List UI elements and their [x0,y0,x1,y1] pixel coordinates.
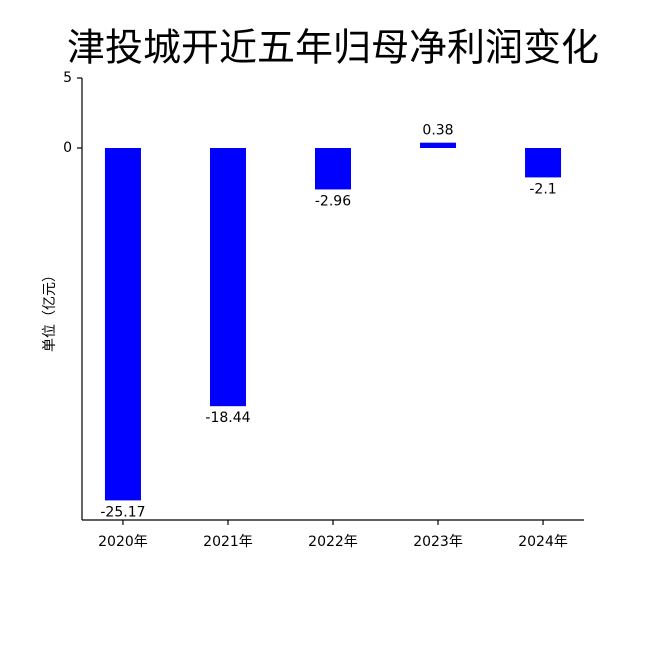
x-tick-label: 2024年 [518,534,568,550]
data-label: -2.1 [529,181,556,197]
bar [209,148,246,407]
bar [525,148,562,178]
data-label: 0.38 [422,123,453,139]
y-tick-label: 0 [63,140,72,156]
x-tick-label: 2021年 [203,534,253,550]
bar [104,148,141,501]
x-tick-label: 2023年 [413,534,463,550]
bar [315,148,351,190]
data-label: -25.17 [100,504,145,520]
x-tick-label: 2020年 [98,534,148,550]
data-label: -18.44 [205,410,250,426]
y-tick-label: 5 [63,70,72,86]
x-tick-label: 2022年 [308,534,358,550]
y-axis-label: 单位（亿元） [42,268,58,352]
data-label: -2.96 [315,193,351,209]
bar [420,142,457,149]
chart-title: 津投城开近五年归母净利润变化 [67,26,599,70]
